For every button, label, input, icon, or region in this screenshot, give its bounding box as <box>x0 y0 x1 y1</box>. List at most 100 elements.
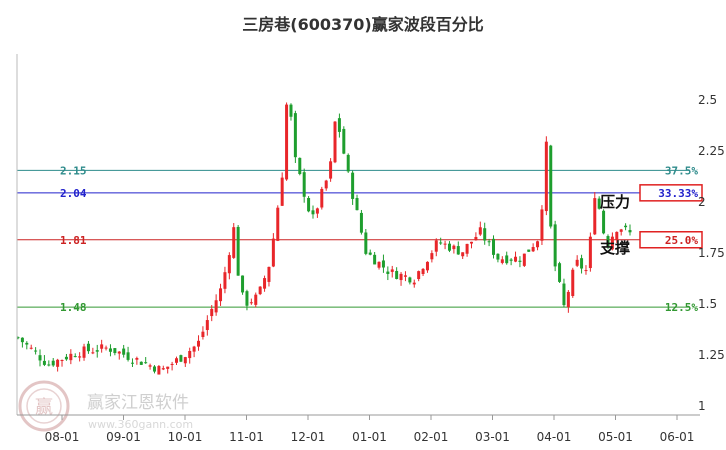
candle-body <box>456 246 460 255</box>
candle-body <box>364 232 368 254</box>
watermark: 赢 赢家江恩软件 www.360gann.com <box>18 380 193 432</box>
candle-body <box>285 104 289 180</box>
watermark-brand: 赢家江恩软件 <box>87 393 189 413</box>
candle-body <box>452 245 456 250</box>
candle-body <box>575 259 579 266</box>
candle-body <box>395 270 399 279</box>
candle-body <box>280 177 284 206</box>
x-tick-label: 02-01 <box>414 430 449 444</box>
candle-body <box>86 343 90 352</box>
candle-body <box>258 286 262 295</box>
candle-body <box>108 348 112 352</box>
x-tick-label: 08-01 <box>45 430 80 444</box>
candle-body <box>170 363 174 365</box>
candle-body <box>267 266 271 282</box>
candle-body <box>73 356 77 358</box>
candle-body <box>197 340 201 347</box>
level-percent-box <box>639 184 703 202</box>
level-percent-label: 37.5% <box>665 164 698 177</box>
candle-body <box>509 259 513 261</box>
candle-body <box>492 238 496 255</box>
candle-body <box>544 141 548 212</box>
candle-body <box>531 247 535 252</box>
y-tick-label: 2.25 <box>698 144 725 158</box>
candle-body <box>408 277 412 283</box>
candle-body <box>210 308 214 317</box>
x-tick-label: 05-01 <box>598 430 633 444</box>
candle-body <box>69 353 73 361</box>
candle-body <box>223 272 227 289</box>
candle-body <box>227 255 231 274</box>
candle-body <box>82 346 86 358</box>
candle-body <box>514 256 518 262</box>
candle-body <box>249 302 253 304</box>
level-price-label: 2.15 <box>60 164 87 177</box>
x-tick-label: 03-01 <box>475 430 510 444</box>
watermark-url: www.360gann.com <box>88 418 193 431</box>
candle-body <box>289 104 293 117</box>
candle-body <box>315 208 319 214</box>
candle-body <box>584 270 588 272</box>
candle-body <box>51 360 55 366</box>
candle-body <box>536 241 540 248</box>
candle-body <box>439 242 443 244</box>
candle-body <box>302 172 306 197</box>
candle-body <box>179 355 183 362</box>
candle-body <box>610 236 614 250</box>
candle-body <box>381 260 385 268</box>
y-tick-label: 2.5 <box>698 93 717 107</box>
candle-body <box>553 224 557 267</box>
candle-body <box>219 288 223 302</box>
candle-body <box>351 172 355 199</box>
y-axis: 2.5 2.25 2 1.75 1.5 1.25 1 <box>698 93 725 413</box>
candle-body <box>355 198 359 211</box>
candle-body <box>29 347 33 349</box>
candle-body <box>104 347 108 349</box>
candle-body <box>56 359 60 367</box>
candle-body <box>373 254 377 265</box>
level-price-label: 2.04 <box>60 187 87 200</box>
candle-body <box>403 275 407 277</box>
candle-body <box>425 261 429 271</box>
chart-title: 三房巷(600370)赢家波段百分比 <box>242 15 483 34</box>
candle-body <box>386 271 390 274</box>
support-label: 支撑 <box>599 239 630 257</box>
candle-body <box>527 249 531 252</box>
candle-body <box>117 351 121 354</box>
candle-body <box>20 337 24 343</box>
candle-body <box>558 263 562 282</box>
candles <box>16 102 632 375</box>
candle-body <box>342 128 346 154</box>
candle-body <box>522 253 526 266</box>
candle-body <box>91 352 95 354</box>
candle-body <box>443 243 447 245</box>
candle-body <box>593 198 597 235</box>
candle-body <box>183 357 187 364</box>
candle-body <box>487 241 491 243</box>
candle-body <box>461 252 465 257</box>
candle-body <box>465 243 469 254</box>
candle-body <box>320 188 324 208</box>
candle-body <box>139 361 143 365</box>
candle-body <box>518 260 522 262</box>
candle-body <box>100 344 104 349</box>
candle-body <box>434 240 438 252</box>
x-tick-label: 11-01 <box>229 430 264 444</box>
candle-body <box>606 236 610 247</box>
level-percent-label: 12.5% <box>665 301 698 314</box>
candle-body <box>333 121 337 163</box>
candle-body <box>540 209 544 241</box>
candle-body <box>205 320 209 331</box>
candle-body <box>16 337 20 339</box>
x-tick-label: 09-01 <box>106 430 141 444</box>
candle-body <box>157 366 161 375</box>
candle-body <box>175 358 179 363</box>
candle-body <box>566 291 570 308</box>
candle-body <box>469 241 473 244</box>
candle-body <box>390 269 394 272</box>
candle-body <box>421 268 425 275</box>
candle-body <box>144 362 148 364</box>
candle-body <box>47 364 51 366</box>
candle-body <box>126 352 130 360</box>
candle-body <box>148 365 152 367</box>
